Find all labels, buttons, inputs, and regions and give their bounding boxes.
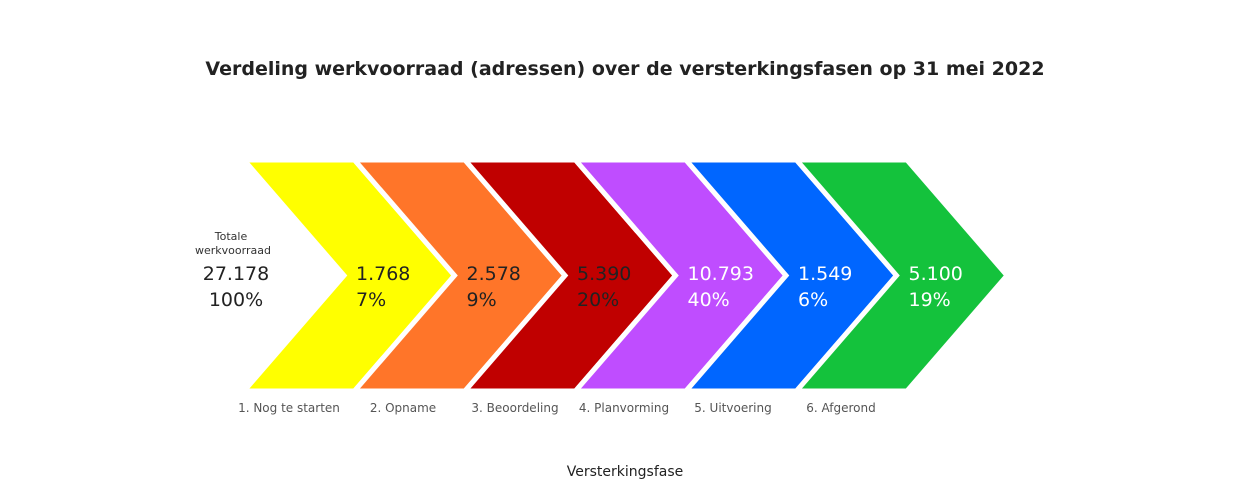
category-label-1: 1. Nog te starten [238,401,340,415]
x-axis-label: Versterkingsfase [567,464,683,480]
category-label-2: 2. Opname [370,401,436,415]
chart-title: Verdeling werkvoorraad (adressen) over d… [205,58,1045,80]
value-label-6: 5.100 [909,263,963,285]
category-label-5: 5. Uitvoering [694,401,771,415]
category-label-6: 6. Afgerond [806,401,876,415]
percent-label-6: 19% [909,289,951,311]
percent-label-2: 9% [467,289,497,311]
total-percent: 100% [209,289,263,311]
value-label-1: 1.768 [356,263,410,285]
chevron-bar-6 [791,157,1011,394]
total-label-line2: werkvoorraad [195,244,271,257]
total-label-line1: Totale [214,230,248,243]
percent-label-5: 6% [798,289,828,311]
category-label-3: 3. Beoordeling [471,401,558,415]
percent-label-3: 20% [577,289,619,311]
value-label-3: 5.390 [577,263,631,285]
total-value: 27.178 [203,263,269,285]
category-label-4: 4. Planvorming [579,401,669,415]
value-label-5: 1.549 [798,263,852,285]
value-label-2: 2.578 [467,263,521,285]
value-label-4: 10.793 [688,263,754,285]
percent-label-1: 7% [356,289,386,311]
percent-label-4: 40% [688,289,730,311]
